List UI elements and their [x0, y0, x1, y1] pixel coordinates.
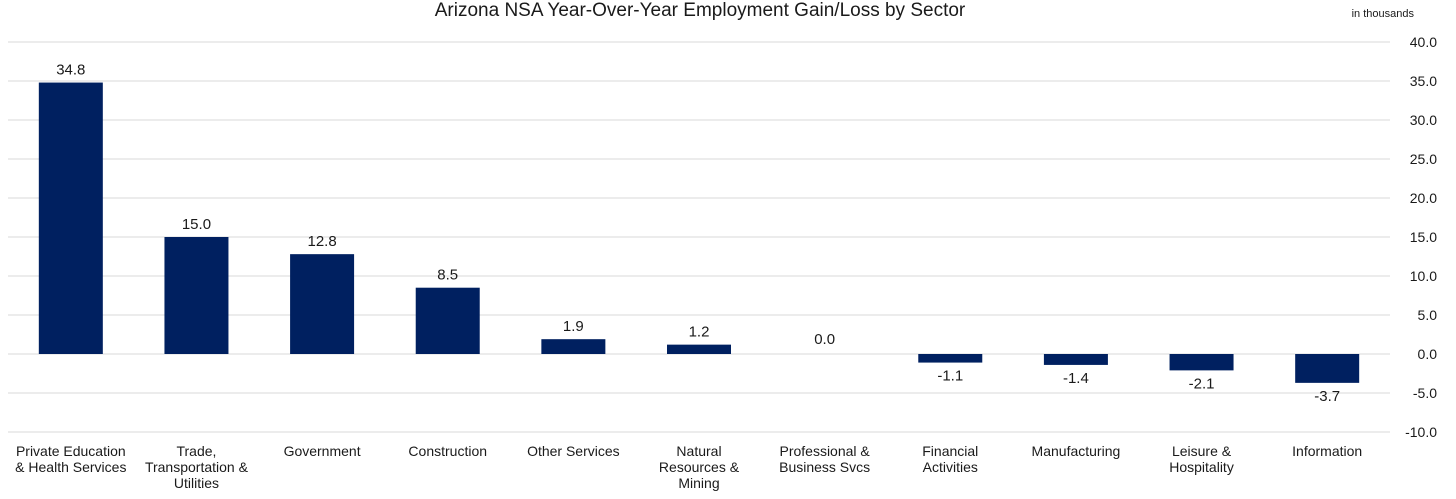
- y-tick-label: 0.0: [1418, 346, 1438, 362]
- category-label-line: Professional &: [779, 443, 870, 459]
- data-label: 15.0: [182, 216, 211, 233]
- y-tick-label: 15.0: [1410, 229, 1437, 245]
- bar: [164, 237, 229, 354]
- bar: [1169, 354, 1234, 371]
- bar: [1043, 354, 1108, 365]
- bar: [38, 82, 103, 354]
- category-label-line: Construction: [408, 443, 487, 459]
- category-label-line: Resources &: [659, 459, 740, 475]
- bar: [1295, 354, 1360, 383]
- y-tick-label: 40.0: [1410, 34, 1437, 50]
- category-label-line: Financial: [922, 443, 978, 459]
- y-tick-label: 5.0: [1418, 307, 1438, 323]
- y-tick-label: 20.0: [1410, 190, 1437, 206]
- bar: [667, 344, 731, 354]
- category-label: Government: [284, 443, 361, 459]
- chart-title: Arizona NSA Year-Over-Year Employment Ga…: [434, 0, 966, 21]
- category-label-line: Activities: [923, 459, 978, 475]
- category-label: Information: [1292, 443, 1362, 459]
- category-label-line: Trade,: [176, 443, 216, 459]
- data-label: -1.1: [937, 368, 963, 385]
- category-label: Professional & Business Svcs: [779, 443, 870, 475]
- bar: [918, 354, 983, 363]
- y-tick-label: 25.0: [1410, 151, 1437, 167]
- category-label-line: Utilities: [174, 475, 219, 491]
- unit-label: in thousands: [1351, 8, 1414, 20]
- data-label: 12.8: [307, 233, 336, 250]
- category-label-line: Business Svcs: [779, 459, 870, 475]
- y-tick-label: 30.0: [1410, 112, 1437, 128]
- data-label: 8.5: [437, 267, 458, 284]
- category-label: Construction: [408, 443, 487, 459]
- category-label-line: Mining: [678, 475, 719, 491]
- category-label-line: Manufacturing: [1032, 443, 1121, 459]
- data-label: -1.4: [1063, 370, 1089, 387]
- category-label: Natural Resources & Mining: [659, 443, 740, 491]
- bar: [541, 339, 606, 354]
- bar: [415, 287, 480, 354]
- category-label: Trade, Transportation & Utilities: [145, 443, 249, 491]
- category-label: Other Services: [527, 443, 620, 459]
- category-label-line: Natural: [676, 443, 721, 459]
- category-label-line: Government: [284, 443, 361, 459]
- data-label: 1.2: [689, 324, 710, 341]
- y-tick-label: 10.0: [1410, 268, 1437, 284]
- data-label: 34.8: [56, 62, 85, 79]
- category-label-line: Information: [1292, 443, 1362, 459]
- category-label: Manufacturing: [1032, 443, 1121, 459]
- y-tick-label: -10.0: [1405, 424, 1437, 440]
- category-label-line: Leisure &: [1172, 443, 1232, 459]
- data-label: -3.7: [1314, 388, 1340, 405]
- data-label: -2.1: [1189, 375, 1215, 392]
- category-label: Private Education & Health Services: [15, 443, 126, 475]
- category-label-line: Transportation &: [145, 459, 249, 475]
- category-label: Leisure & Hospitality: [1169, 443, 1234, 475]
- data-label: 1.9: [563, 318, 584, 335]
- y-tick-label: -5.0: [1413, 385, 1437, 401]
- category-label: Financial Activities: [922, 443, 978, 475]
- category-label-line: Other Services: [527, 443, 620, 459]
- category-label-line: Private Education: [16, 443, 126, 459]
- category-label-line: Hospitality: [1169, 459, 1234, 475]
- category-label-line: & Health Services: [15, 459, 126, 475]
- bar: [290, 254, 355, 354]
- y-tick-label: 35.0: [1410, 73, 1437, 89]
- data-label: 0.0: [814, 331, 835, 348]
